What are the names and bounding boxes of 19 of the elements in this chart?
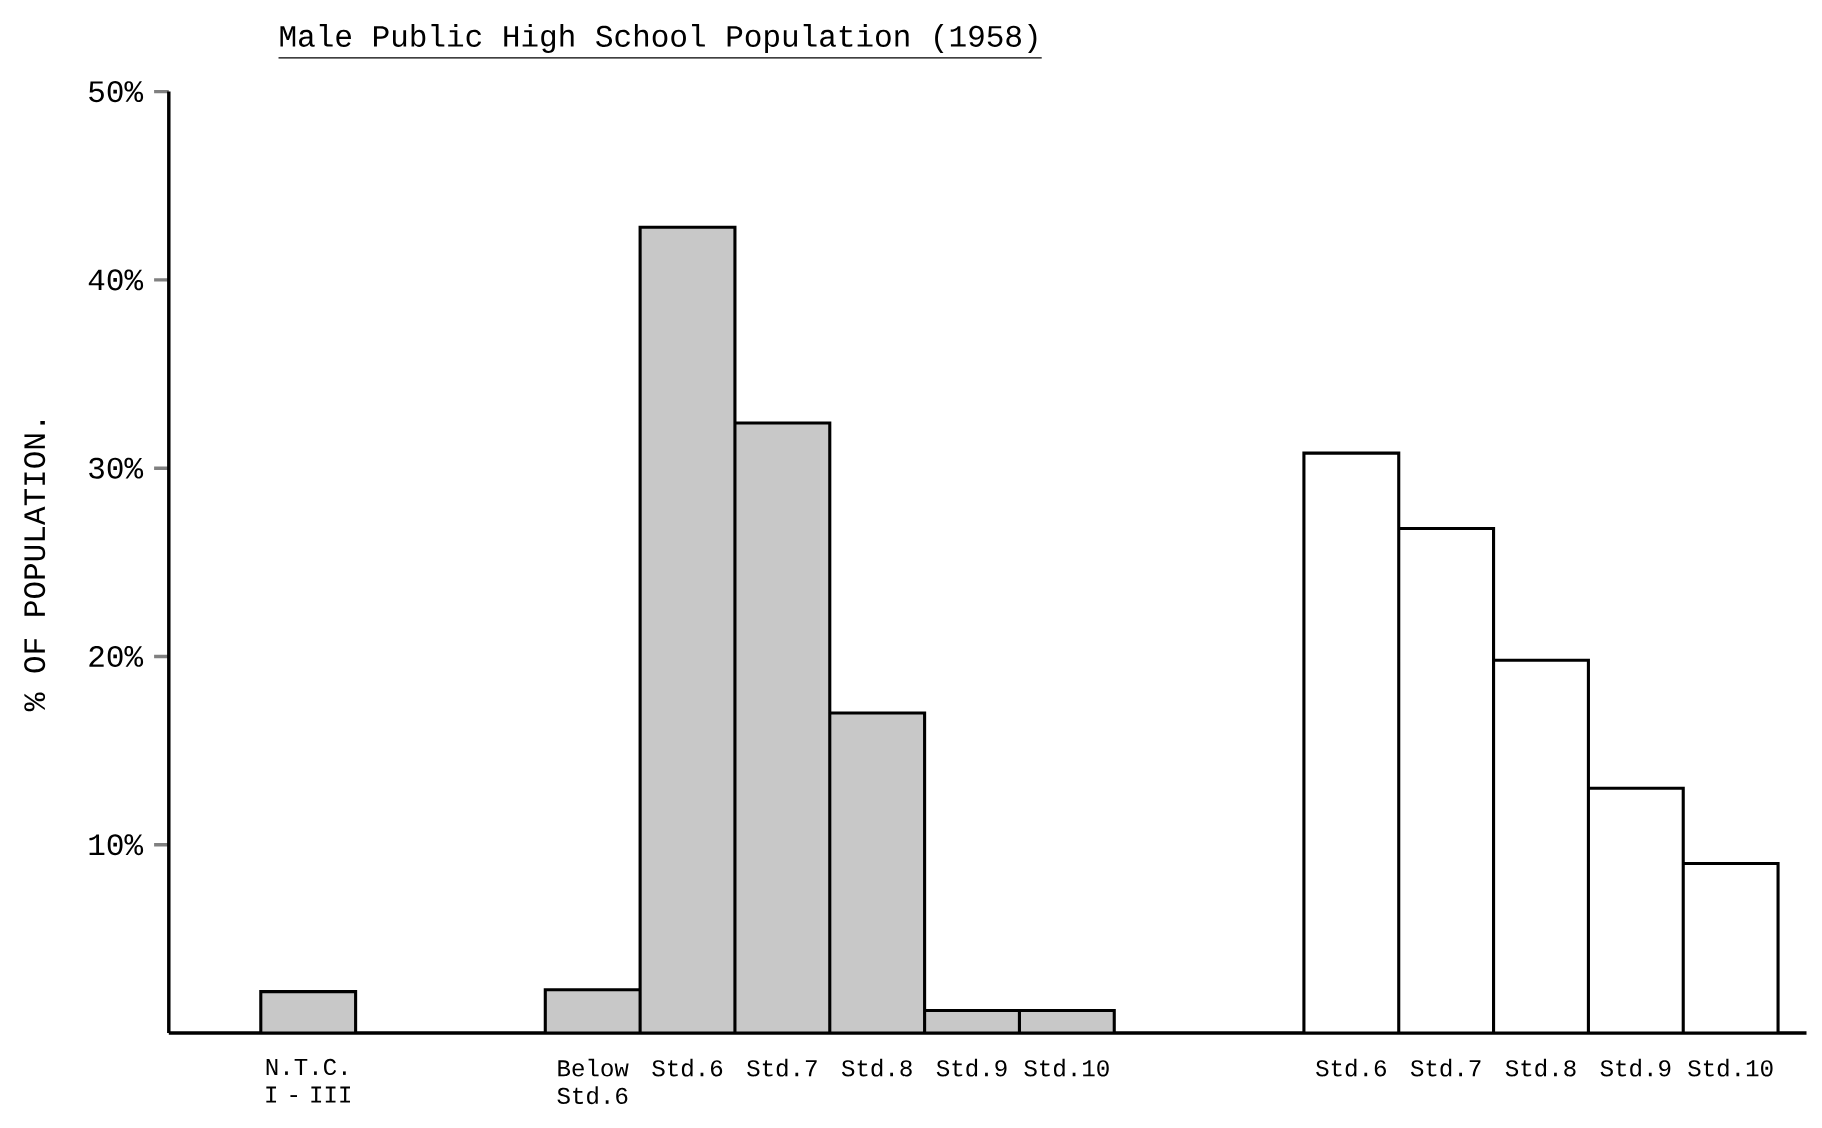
- y-tick-label: 10%: [89, 834, 144, 856]
- x-tick-label: Std.10: [1024, 1058, 1109, 1077]
- x-tick-label: Below Std.6: [557, 1058, 629, 1105]
- x-tick-label: Std.8: [841, 1058, 912, 1077]
- x-tick-label: Std.9: [1600, 1058, 1671, 1077]
- chart-title: Male Public High School Population (1958): [280, 23, 1037, 53]
- x-tick-label: Std.7: [1410, 1058, 1481, 1077]
- x-tick-label: Std.6: [652, 1058, 723, 1077]
- y-tick-label: 30%: [89, 457, 144, 479]
- x-tick-label: Std.9: [936, 1058, 1007, 1077]
- y-tick-label: 50%: [89, 80, 144, 103]
- x-tick-label: Std.7: [747, 1058, 817, 1077]
- x-tick-label: Std.10: [1688, 1058, 1773, 1077]
- x-tick-label: N.T.C. I - III: [266, 1058, 350, 1103]
- y-axis-title: % OF POPULATION.: [24, 420, 46, 712]
- y-tick-label: 20%: [89, 645, 144, 667]
- x-tick-label: Std.6: [1316, 1058, 1386, 1077]
- y-tick-label: 40%: [88, 269, 144, 291]
- x-tick-label: Std.8: [1505, 1058, 1576, 1077]
